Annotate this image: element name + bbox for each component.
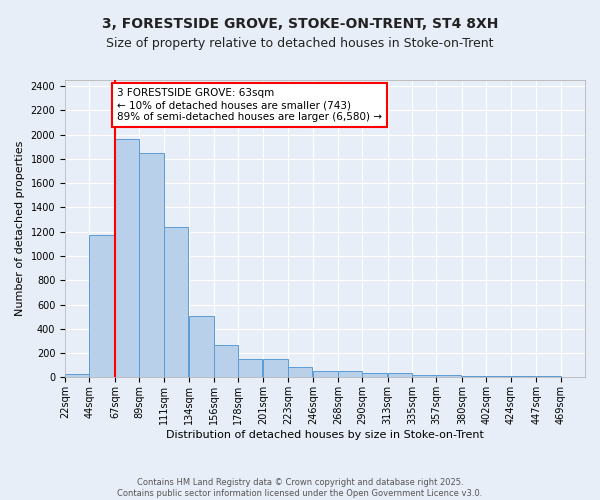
Bar — [536, 376, 560, 378]
Bar — [462, 376, 487, 378]
Bar — [263, 358, 288, 378]
Bar — [65, 374, 89, 378]
Bar — [313, 372, 338, 378]
Bar — [511, 376, 535, 378]
Bar — [388, 372, 412, 378]
Bar — [362, 372, 386, 378]
Bar — [89, 236, 114, 378]
Bar — [436, 375, 461, 378]
Bar — [115, 140, 139, 378]
Bar — [288, 366, 312, 378]
Bar — [487, 376, 511, 378]
Text: 3 FORESTSIDE GROVE: 63sqm
← 10% of detached houses are smaller (743)
89% of semi: 3 FORESTSIDE GROVE: 63sqm ← 10% of detac… — [117, 88, 382, 122]
Text: Size of property relative to detached houses in Stoke-on-Trent: Size of property relative to detached ho… — [106, 38, 494, 51]
Bar — [164, 227, 188, 378]
Bar — [214, 344, 238, 378]
Bar — [189, 316, 214, 378]
Y-axis label: Number of detached properties: Number of detached properties — [15, 141, 25, 316]
Text: 3, FORESTSIDE GROVE, STOKE-ON-TRENT, ST4 8XH: 3, FORESTSIDE GROVE, STOKE-ON-TRENT, ST4… — [102, 18, 498, 32]
Text: Contains HM Land Registry data © Crown copyright and database right 2025.
Contai: Contains HM Land Registry data © Crown c… — [118, 478, 482, 498]
Bar — [238, 358, 262, 378]
Bar — [139, 153, 164, 378]
X-axis label: Distribution of detached houses by size in Stoke-on-Trent: Distribution of detached houses by size … — [166, 430, 484, 440]
Bar — [338, 372, 362, 378]
Bar — [412, 375, 436, 378]
